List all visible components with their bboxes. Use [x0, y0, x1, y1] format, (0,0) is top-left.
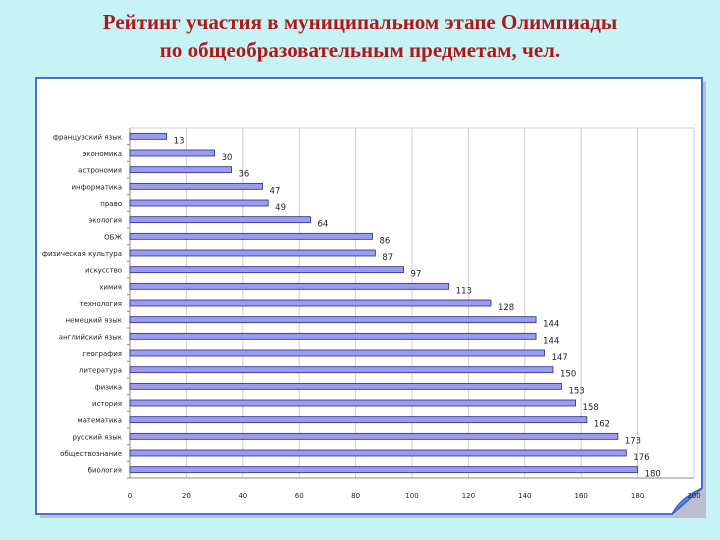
category-label: обществознание	[60, 450, 122, 458]
bar	[129, 316, 537, 324]
x-axis-ticks: 0 20 40 60 80 100 120 140 160 180 200	[128, 492, 701, 500]
x-tick-label: 80	[351, 492, 360, 500]
data-label: 147	[552, 353, 568, 363]
data-label: 49	[275, 203, 286, 213]
bar	[129, 382, 562, 390]
x-tick-label: 180	[631, 492, 644, 500]
x-tick-label: 0	[128, 492, 132, 500]
data-label: 176	[633, 453, 649, 463]
data-label: 153	[568, 386, 584, 396]
bar	[129, 249, 376, 257]
category-label: биология	[88, 467, 122, 475]
category-label: ОБЖ	[104, 233, 122, 241]
x-tick-label: 20	[182, 492, 191, 500]
category-label: технология	[79, 300, 122, 308]
data-label: 144	[543, 320, 559, 330]
x-tick-label: 40	[238, 492, 247, 500]
category-label: русский язык	[72, 433, 122, 441]
bar	[129, 266, 404, 274]
x-tick-label: 120	[462, 492, 475, 500]
data-label: 150	[560, 370, 576, 380]
data-label: 97	[411, 270, 422, 280]
bar	[129, 432, 619, 440]
data-label: 86	[380, 236, 391, 246]
data-label: 13	[174, 136, 185, 146]
category-label: французский язык	[53, 133, 122, 141]
chart-panel	[36, 78, 702, 514]
x-tick-label: 160	[575, 492, 588, 500]
category-label: география	[83, 350, 122, 358]
bar	[129, 182, 263, 190]
bar	[129, 299, 492, 307]
x-tick-label: 200	[687, 492, 700, 500]
category-label: история	[92, 400, 122, 408]
page-curl	[671, 487, 703, 515]
category-label: право	[100, 200, 122, 208]
category-label: физическая культура	[42, 250, 122, 258]
title-line-2: по общеобразовательным предметам, чел.	[159, 38, 561, 62]
title-line-1: Рейтинг участия в муниципальном этапе Ол…	[102, 10, 618, 34]
category-label: астрономия	[78, 167, 122, 175]
category-label: экономика	[82, 150, 122, 158]
bar	[129, 216, 311, 224]
x-tick-label: 60	[295, 492, 304, 500]
bar	[129, 282, 450, 290]
category-label: немецкий язык	[66, 317, 122, 325]
data-label: 30	[222, 153, 233, 163]
category-label: химия	[99, 283, 122, 291]
bar	[129, 366, 554, 374]
category-label: информатика	[71, 183, 122, 191]
bars	[129, 132, 639, 474]
bar	[129, 232, 373, 240]
category-label: литература	[79, 367, 122, 375]
data-label: 47	[270, 186, 281, 196]
bar	[129, 416, 588, 424]
data-label: 173	[625, 436, 641, 446]
category-label: искусство	[85, 267, 122, 275]
bar	[129, 132, 168, 140]
category-label: английский язык	[59, 333, 122, 341]
bar	[129, 149, 215, 157]
data-labels: 13 30 36 47 49 64 86 87 97 113 128 144 144 147 150 153 1…	[174, 136, 661, 479]
data-label: 87	[382, 253, 393, 263]
bar	[129, 166, 232, 174]
category-label: физика	[95, 383, 122, 391]
category-labels: французский язык экономика астрономия инфор…	[42, 133, 122, 474]
x-tick-label: 140	[518, 492, 531, 500]
data-label: 64	[317, 220, 328, 230]
bar	[129, 449, 627, 457]
category-label: математика	[77, 417, 122, 425]
data-label: 180	[645, 470, 661, 480]
slide-title: Рейтинг участия в муниципальном этапе Ол…	[0, 8, 720, 64]
data-label: 158	[583, 403, 599, 413]
data-label: 144	[543, 336, 559, 346]
bar	[129, 199, 269, 207]
x-tick-label: 100	[405, 492, 418, 500]
data-label: 113	[456, 286, 472, 296]
data-label: 36	[239, 170, 250, 180]
bar	[129, 399, 576, 407]
bar	[129, 349, 545, 357]
data-label: 128	[498, 303, 514, 313]
bar	[129, 466, 639, 474]
category-label: экология	[88, 217, 122, 225]
bar	[129, 332, 537, 340]
data-label: 162	[594, 420, 610, 430]
